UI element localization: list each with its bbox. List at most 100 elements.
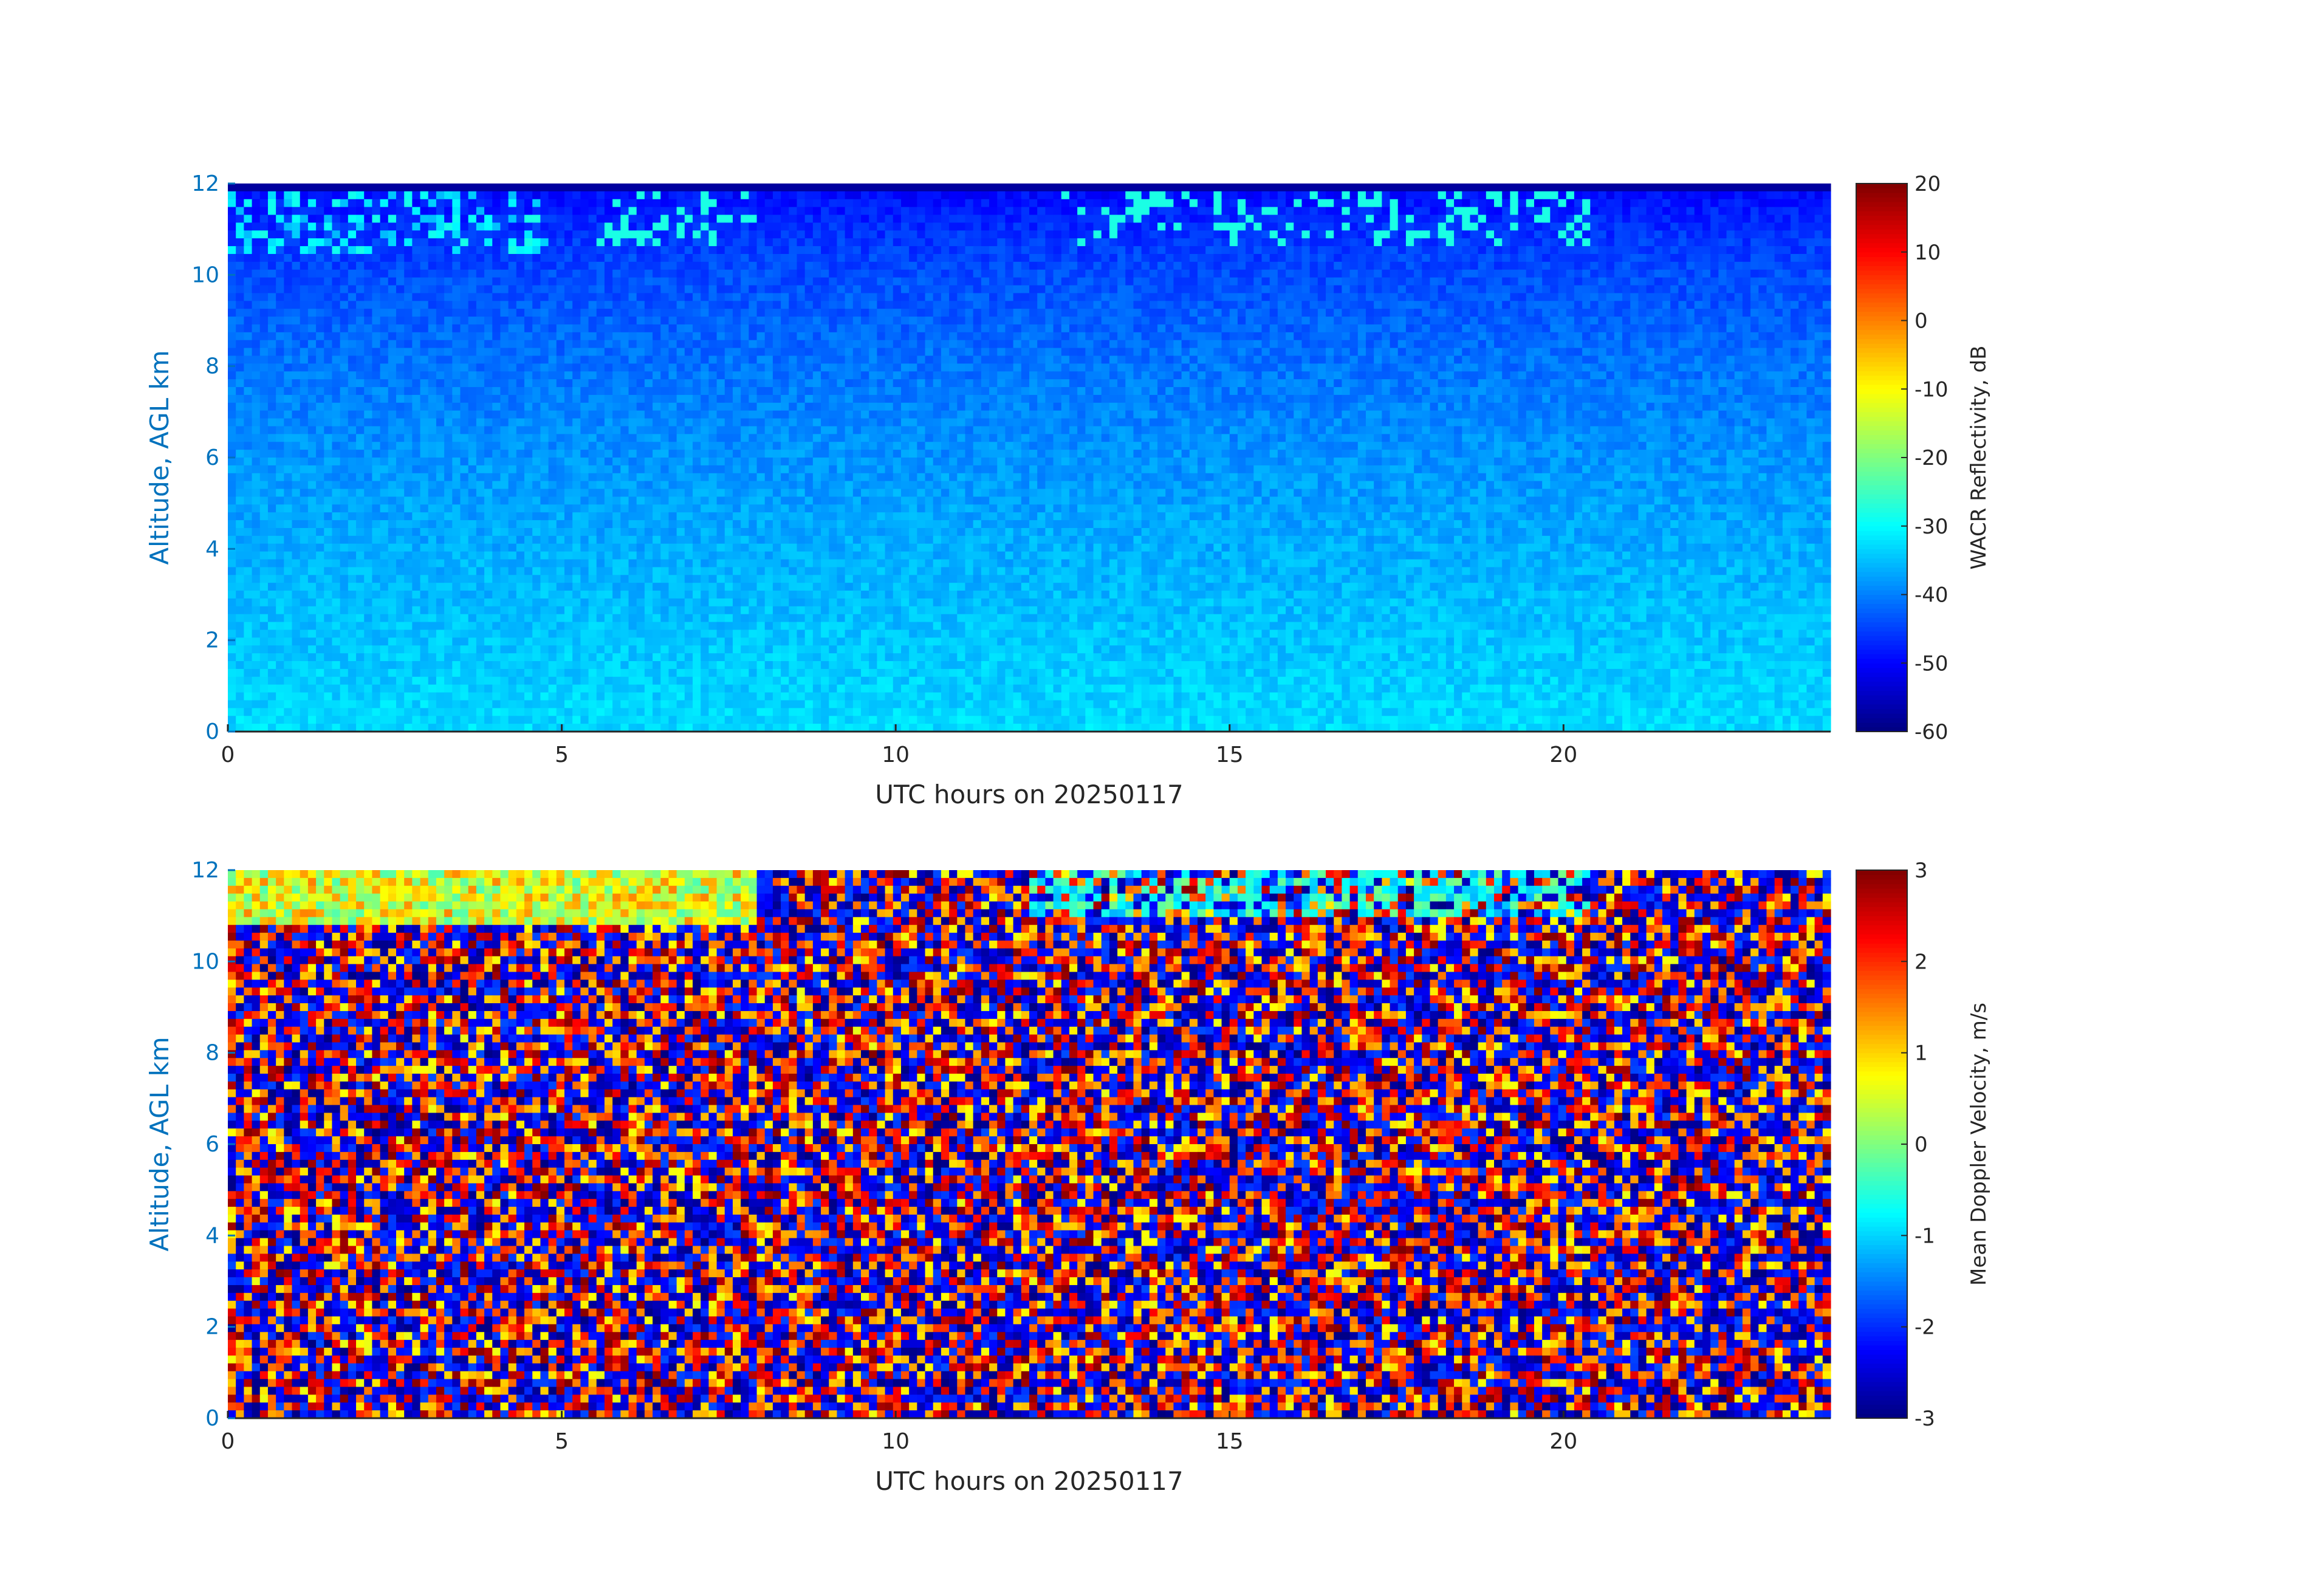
heatmap-cell bbox=[1445, 253, 1455, 262]
heatmap-cell bbox=[404, 277, 413, 286]
heatmap-cell bbox=[508, 371, 517, 380]
heatmap-cell bbox=[1141, 277, 1150, 286]
heatmap-cell bbox=[388, 285, 397, 293]
heatmap-cell bbox=[693, 285, 701, 293]
heatmap-cell bbox=[1390, 269, 1399, 278]
heatmap-cell bbox=[1045, 324, 1054, 333]
heatmap-cell bbox=[307, 214, 317, 224]
heatmap-cell bbox=[1029, 214, 1038, 224]
heatmap-cell bbox=[307, 348, 317, 357]
heatmap-cell bbox=[1117, 332, 1126, 341]
heatmap-cell bbox=[861, 246, 869, 255]
heatmap-cell bbox=[516, 309, 525, 317]
heatmap-cell bbox=[1791, 214, 1799, 224]
heatmap-cell bbox=[1374, 269, 1382, 278]
heatmap-cell bbox=[1141, 261, 1150, 270]
heatmap-cell bbox=[1550, 246, 1559, 255]
heatmap-cell bbox=[1590, 332, 1599, 341]
heatmap-cell bbox=[588, 301, 597, 309]
heatmap-cell bbox=[812, 355, 821, 364]
heatmap-cell bbox=[428, 332, 437, 341]
heatmap-cell bbox=[244, 348, 253, 357]
heatmap-cell bbox=[540, 253, 549, 262]
heatmap-cell bbox=[1574, 371, 1583, 380]
heatmap-cell bbox=[508, 253, 517, 262]
heatmap-cell bbox=[1766, 340, 1775, 349]
heatmap-cell bbox=[1277, 214, 1286, 224]
heatmap-cell bbox=[332, 191, 341, 200]
heatmap-cell bbox=[228, 269, 236, 278]
heatmap-cell bbox=[1069, 191, 1078, 200]
heatmap-cell bbox=[636, 285, 645, 293]
heatmap-cell bbox=[1277, 269, 1286, 278]
heatmap-cell bbox=[604, 191, 613, 200]
heatmap-cell bbox=[957, 348, 966, 357]
heatmap-cell bbox=[1037, 293, 1046, 301]
heatmap-cell bbox=[1702, 285, 1711, 293]
heatmap-cell bbox=[852, 332, 862, 341]
heatmap-cell bbox=[981, 301, 990, 309]
heatmap-cell bbox=[1149, 277, 1158, 286]
heatmap-cell bbox=[636, 348, 645, 357]
heatmap-cell bbox=[1213, 309, 1222, 317]
heatmap-cell bbox=[340, 261, 349, 270]
heatmap-cell bbox=[1582, 309, 1591, 317]
heatmap-cell bbox=[1301, 293, 1311, 301]
heatmap-cell bbox=[1294, 238, 1303, 247]
heatmap-cell bbox=[412, 332, 421, 341]
heatmap-cell bbox=[1294, 340, 1303, 349]
heatmap-cell bbox=[556, 222, 565, 231]
heatmap-cell bbox=[1710, 253, 1719, 262]
heatmap-cell bbox=[821, 230, 829, 239]
heatmap-cell bbox=[307, 184, 317, 192]
heatmap-cell bbox=[1205, 355, 1214, 364]
heatmap-cell bbox=[1718, 184, 1727, 192]
heatmap-cell bbox=[789, 191, 798, 200]
heatmap-cell bbox=[1590, 199, 1599, 208]
heatmap-cell bbox=[460, 199, 469, 208]
heatmap-cell bbox=[1157, 277, 1166, 286]
heatmap-cell bbox=[1806, 214, 1815, 224]
heatmap-cell bbox=[1342, 324, 1351, 333]
heatmap-cell bbox=[893, 238, 902, 247]
heatmap-cell bbox=[556, 309, 565, 317]
heatmap-cell bbox=[821, 371, 829, 380]
heatmap-cell bbox=[893, 199, 902, 208]
heatmap-cell bbox=[653, 246, 661, 255]
heatmap-cell bbox=[1622, 269, 1631, 278]
heatmap-cell bbox=[356, 309, 365, 317]
heatmap-cell bbox=[1229, 246, 1238, 255]
heatmap-cell bbox=[1397, 207, 1407, 216]
heatmap-cell bbox=[1269, 371, 1278, 380]
heatmap-cell bbox=[1542, 348, 1551, 357]
heatmap-cell bbox=[1197, 324, 1206, 333]
heatmap-cell bbox=[588, 277, 597, 286]
heatmap-cell bbox=[636, 222, 645, 231]
heatmap-cell bbox=[821, 309, 829, 317]
heatmap-cell bbox=[1045, 293, 1054, 301]
heatmap-cell bbox=[1510, 222, 1519, 231]
heatmap-cell bbox=[821, 340, 829, 349]
heatmap-cell bbox=[1382, 277, 1391, 286]
heatmap-cell bbox=[267, 309, 276, 317]
heatmap-cell bbox=[1702, 184, 1711, 192]
heatmap-cell bbox=[1165, 317, 1174, 325]
heatmap-cell bbox=[580, 277, 589, 286]
heatmap-cell bbox=[580, 191, 589, 200]
heatmap-cell bbox=[1101, 214, 1110, 224]
heatmap-cell bbox=[372, 332, 381, 341]
heatmap-cell bbox=[1598, 246, 1607, 255]
heatmap-cell bbox=[444, 230, 453, 239]
heatmap-cell bbox=[852, 246, 862, 255]
heatmap-cell bbox=[276, 293, 284, 301]
heatmap-cell bbox=[564, 222, 573, 231]
heatmap-cell bbox=[1213, 199, 1222, 208]
heatmap-cell bbox=[1101, 317, 1110, 325]
heatmap-cell bbox=[1750, 277, 1759, 286]
heatmap-cell bbox=[1638, 301, 1647, 309]
heatmap-cell bbox=[1806, 324, 1815, 333]
heatmap-cell bbox=[1766, 309, 1775, 317]
heatmap-cell bbox=[1598, 261, 1607, 270]
heatmap-cell bbox=[332, 184, 341, 192]
heatmap-cell bbox=[1246, 230, 1254, 239]
